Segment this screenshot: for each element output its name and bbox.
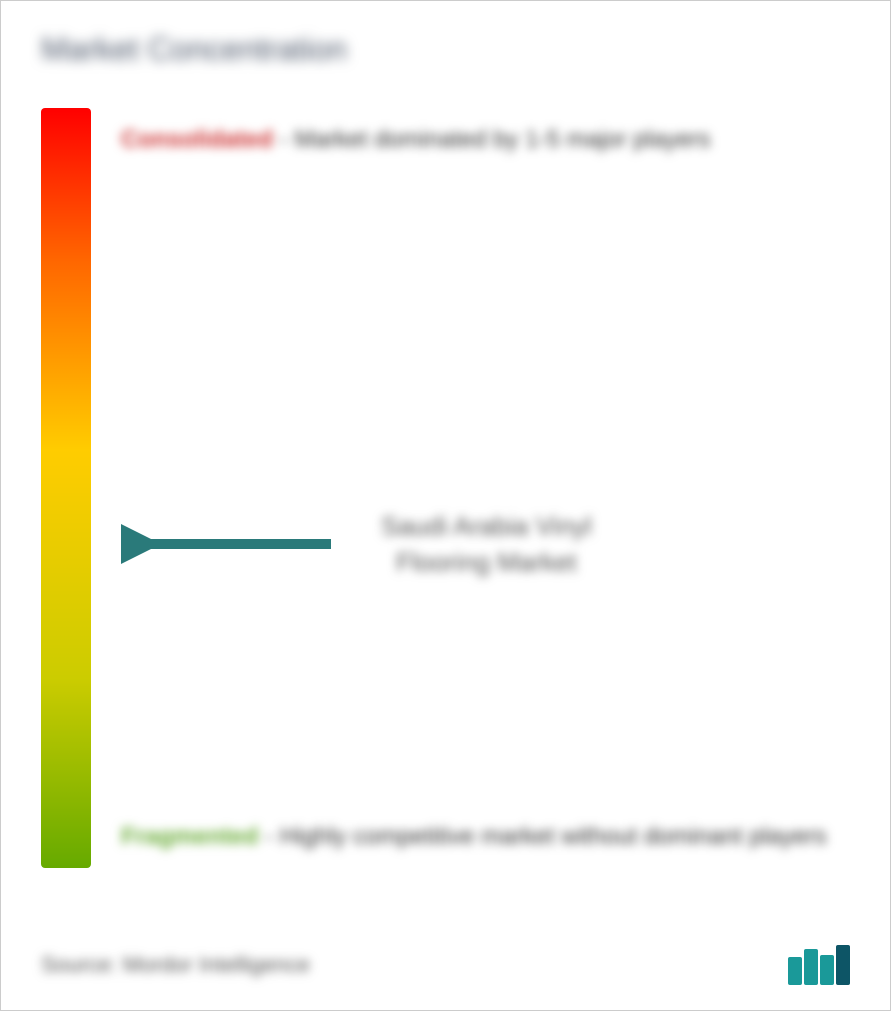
consolidated-description: Consolidated - Market dominated by 1-5 m…	[121, 118, 850, 161]
market-name: Saudi Arabia Vinyl Flooring Market	[381, 508, 592, 581]
fragmented-rest: - Highly competitive market without domi…	[265, 823, 827, 850]
market-name-line2: Flooring Market	[381, 544, 592, 580]
main-content: Consolidated - Market dominated by 1-5 m…	[41, 108, 850, 888]
footer: Source: Mordor Intelligence	[41, 945, 850, 985]
consolidated-label: Consolidated	[121, 126, 273, 153]
infographic-container: Market Concentration Consolidated - Mark…	[0, 0, 891, 1011]
concentration-gradient-bar	[41, 108, 91, 868]
logo-bar	[820, 955, 834, 985]
market-pointer-section: Saudi Arabia Vinyl Flooring Market	[121, 508, 592, 581]
source-attribution: Source: Mordor Intelligence	[41, 952, 310, 978]
main-title: Market Concentration	[41, 31, 850, 68]
market-name-line1: Saudi Arabia Vinyl	[381, 508, 592, 544]
fragmented-description: Fragmented - Highly competitive market w…	[121, 815, 827, 858]
consolidated-rest: - Market dominated by 1-5 major players	[280, 126, 711, 153]
logo-bar	[804, 949, 818, 985]
logo-bar	[836, 945, 850, 985]
fragmented-label: Fragmented	[121, 823, 258, 850]
arrow-left-icon	[121, 519, 341, 569]
text-area: Consolidated - Market dominated by 1-5 m…	[121, 108, 850, 888]
logo-bar	[788, 957, 802, 985]
mordor-logo-icon	[788, 945, 850, 985]
